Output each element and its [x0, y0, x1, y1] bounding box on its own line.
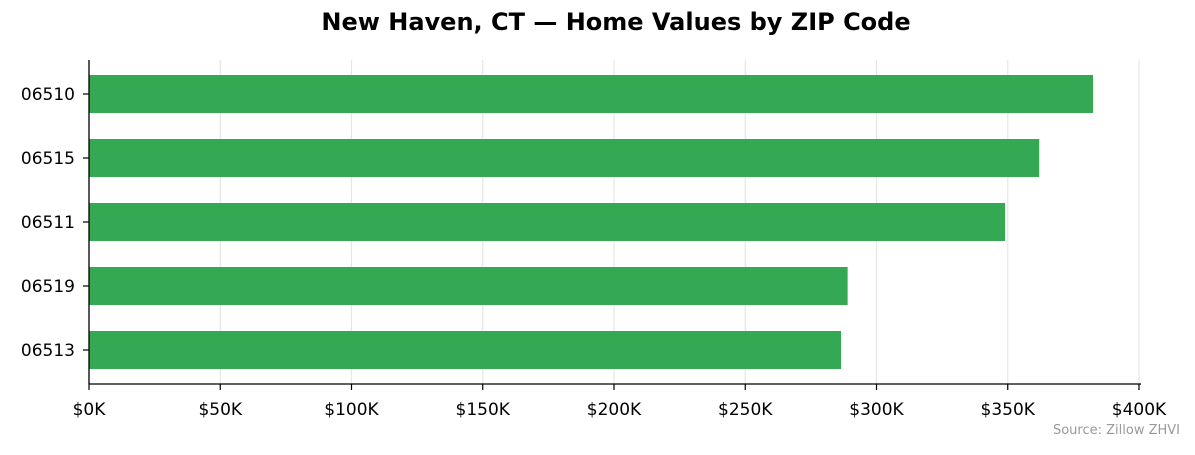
y-tick-label: 06510: [21, 85, 75, 105]
x-tick-label: $100K: [324, 400, 379, 420]
x-tick-label: $400K: [1112, 400, 1167, 420]
bar-06519: [89, 267, 848, 305]
bar-06511: [89, 203, 1006, 241]
x-tick-label: $250K: [718, 400, 773, 420]
source-note: Source: Zillow ZHVI: [1052, 423, 1180, 438]
x-tick-label: $300K: [849, 400, 904, 420]
label-layer: $0K $50K $100K $150K $200K $250K $300K $350K $40…: [21, 85, 1167, 420]
x-tick-label: $200K: [587, 400, 642, 420]
x-tick-label: $50K: [198, 400, 242, 420]
bar-06513: [89, 331, 842, 369]
y-tick-label: 06515: [21, 149, 75, 169]
x-tick-label: $150K: [456, 400, 511, 420]
axis-layer: [83, 60, 1141, 390]
chart-title: New Haven, CT — Home Values by ZIP Code: [321, 8, 911, 36]
y-tick-label: 06513: [21, 341, 75, 361]
y-tick-label: 06511: [21, 213, 75, 233]
y-tick-label: 06519: [21, 277, 75, 297]
x-tick-label: $0K: [73, 400, 107, 420]
bar-06515: [89, 139, 1040, 177]
x-tick-label: $350K: [981, 400, 1036, 420]
bar-06510: [89, 75, 1094, 113]
bar-layer: [89, 75, 1094, 369]
